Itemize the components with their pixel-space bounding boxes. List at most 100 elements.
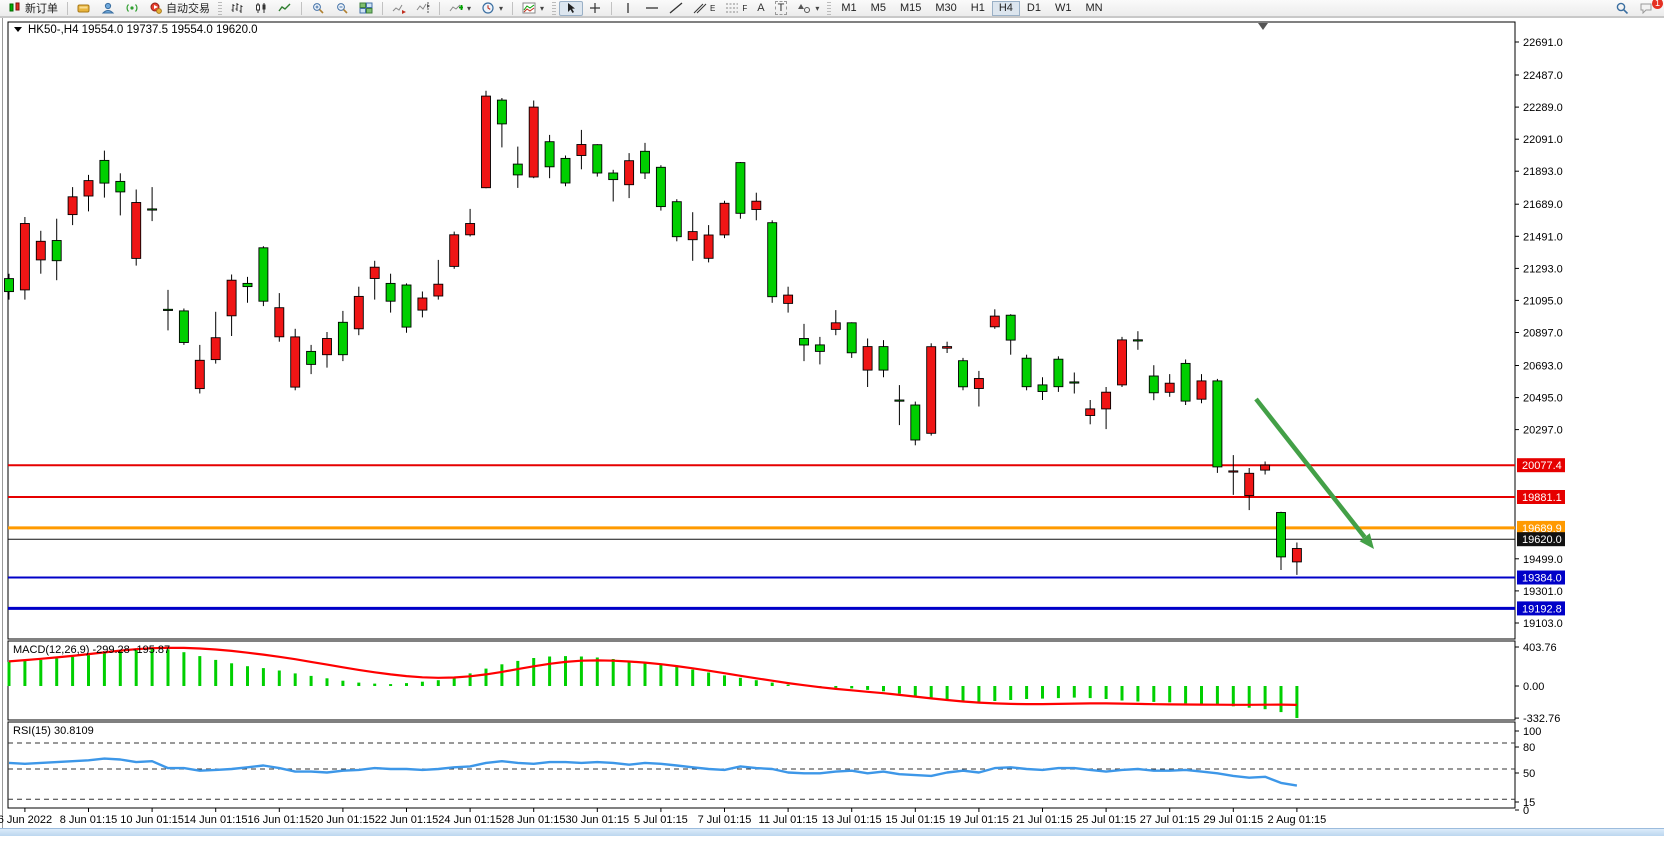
timeframe-toolbar: M1 M5 M15 M30 H1 H4 D1 W1 MN [834, 0, 1109, 16]
dropdown-caret-icon: ▾ [499, 3, 504, 13]
channel-tool-button[interactable]: E [688, 1, 720, 16]
cursor-tool-button[interactable] [559, 0, 584, 16]
timeframe-button-m5[interactable]: M5 [870, 2, 886, 14]
autotrading-button[interactable]: 自动交易 [144, 1, 215, 16]
svg-text:20077.4: 20077.4 [1522, 460, 1562, 472]
svg-text:20297.0: 20297.0 [1523, 425, 1563, 437]
periods-button[interactable]: ▾ [476, 1, 508, 16]
fibonacci-icon [726, 3, 739, 13]
line-chart-button[interactable] [273, 1, 297, 16]
fibonacci-tool-button[interactable]: F [720, 1, 752, 16]
bar-chart-button[interactable] [225, 1, 249, 16]
svg-text:6 Jun 2022: 6 Jun 2022 [0, 814, 52, 826]
text-tool-label: A [757, 2, 765, 14]
text-tool-button[interactable]: A [752, 1, 769, 16]
chart-shift-marker[interactable] [1258, 23, 1268, 30]
svg-text:13 Jul 01:15: 13 Jul 01:15 [822, 814, 882, 826]
svg-text:15: 15 [1523, 797, 1535, 809]
candlestick-chart-button[interactable] [249, 1, 273, 16]
svg-text:7 Jul 01:15: 7 Jul 01:15 [698, 814, 752, 826]
vertical-line-tool-button[interactable] [616, 1, 640, 16]
horizontal-level-lines[interactable] [8, 464, 1515, 610]
zoom-in-icon [313, 3, 324, 14]
timeframe-button-h1[interactable]: H1 [970, 2, 985, 14]
timeframe-button-m1[interactable]: M1 [841, 2, 857, 14]
separator [512, 1, 514, 15]
svg-text:22691.0: 22691.0 [1523, 37, 1563, 49]
crosshair-tool-button[interactable] [583, 1, 607, 16]
signals-icon [126, 4, 138, 12]
timeframe-button-d1[interactable]: D1 [1026, 2, 1041, 14]
zoom-in-button[interactable] [306, 1, 330, 16]
toolbar-grip [552, 1, 557, 15]
svg-text:20693.0: 20693.0 [1523, 361, 1563, 373]
rsi-panel[interactable]: RSI(15) 30.8109 100 80 50 150 [8, 725, 1541, 817]
svg-text:5 Jul 01:15: 5 Jul 01:15 [634, 814, 688, 826]
market-watch-icon [101, 2, 115, 14]
timeframe-button-h4[interactable]: H4 [991, 0, 1020, 16]
svg-text:-332.76: -332.76 [1523, 713, 1560, 725]
svg-text:0: 0 [1523, 805, 1529, 817]
indicators-button[interactable]: ▾ [444, 1, 476, 16]
label-tool-button[interactable]: T [770, 1, 793, 16]
window-bottom-edge [0, 828, 1664, 836]
trend-arrow[interactable] [1254, 397, 1374, 549]
clock-icon [482, 2, 494, 14]
templates-button[interactable]: ▾ [517, 1, 549, 16]
svg-text:0.00: 0.00 [1523, 681, 1544, 693]
search-button[interactable] [1610, 1, 1634, 16]
svg-text:22289.0: 22289.0 [1523, 102, 1563, 114]
zoom-out-button[interactable] [330, 1, 354, 16]
new-order-button[interactable]: 新订单 [3, 1, 63, 16]
price-axis[interactable]: 22691.0 22487.0 22289.0 22091.0 21893.0 21689… [1515, 37, 1563, 630]
svg-text:19192.8: 19192.8 [1522, 603, 1562, 615]
market-watch-button[interactable] [96, 1, 120, 16]
separator [439, 1, 440, 15]
timeframe-button-m30[interactable]: M30 [935, 2, 957, 14]
vertical-line-icon [627, 3, 629, 13]
history-icon [77, 4, 90, 13]
toolbar-grip [827, 1, 832, 15]
svg-text:19384.0: 19384.0 [1522, 573, 1562, 585]
dropdown-caret-icon: ▾ [815, 3, 820, 13]
svg-text:22 Jun 01:15: 22 Jun 01:15 [375, 814, 439, 826]
chart-shift-button[interactable] [411, 1, 435, 16]
svg-text:30 Jun 01:15: 30 Jun 01:15 [565, 814, 629, 826]
line-chart-icon [278, 3, 291, 12]
scroll-to-end-button[interactable] [387, 1, 411, 16]
svg-text:19620.0: 19620.0 [1522, 534, 1562, 546]
timeframe-button-m15[interactable]: M15 [899, 2, 922, 14]
horizontal-line-tool-button[interactable] [640, 1, 664, 16]
chart-shift-icon [416, 2, 430, 14]
svg-text:100: 100 [1523, 726, 1541, 738]
trendline-tool-button[interactable] [664, 1, 688, 16]
chat-bubble-icon [1640, 3, 1652, 14]
svg-text:50: 50 [1523, 768, 1535, 780]
timeframe-button-w1[interactable]: W1 [1054, 2, 1072, 14]
svg-text:HK50-,H4 19554.0 19737.5 1955: HK50-,H4 19554.0 19737.5 19554.0 19620.0 [28, 24, 258, 36]
svg-text:14 Jun 01:15: 14 Jun 01:15 [184, 814, 248, 826]
timeframe-button-mn[interactable]: MN [1085, 2, 1103, 14]
autotrading-icon [150, 2, 162, 14]
svg-text:19689.9: 19689.9 [1522, 523, 1562, 535]
svg-text:20495.0: 20495.0 [1523, 393, 1563, 405]
signals-button[interactable] [120, 1, 144, 16]
svg-text:21689.0: 21689.0 [1523, 199, 1563, 211]
tile-windows-button[interactable] [354, 1, 378, 16]
arrows-tool-button[interactable]: ▾ [792, 1, 824, 16]
svg-text:21491.0: 21491.0 [1523, 231, 1563, 243]
horizontal-line-icon [646, 7, 659, 9]
svg-text:19301.0: 19301.0 [1523, 586, 1563, 598]
time-axis[interactable]: 6 Jun 2022 8 Jun 01:15 10 Jun 01:15 14 Jun … [0, 808, 1326, 826]
search-icon [1616, 2, 1629, 14]
separator [611, 1, 613, 15]
candles[interactable] [4, 90, 1302, 575]
macd-panel[interactable]: MACD(12,26,9) -299.28 -195.87 403.76 0.00 -… [7, 642, 1560, 725]
svg-text:2 Aug 01:15: 2 Aug 01:15 [1268, 814, 1327, 826]
history-button[interactable] [72, 1, 96, 16]
trendline-icon [669, 2, 683, 14]
notifications-button[interactable]: 1 [1634, 0, 1663, 16]
dropdown-caret-icon: ▾ [467, 3, 472, 13]
